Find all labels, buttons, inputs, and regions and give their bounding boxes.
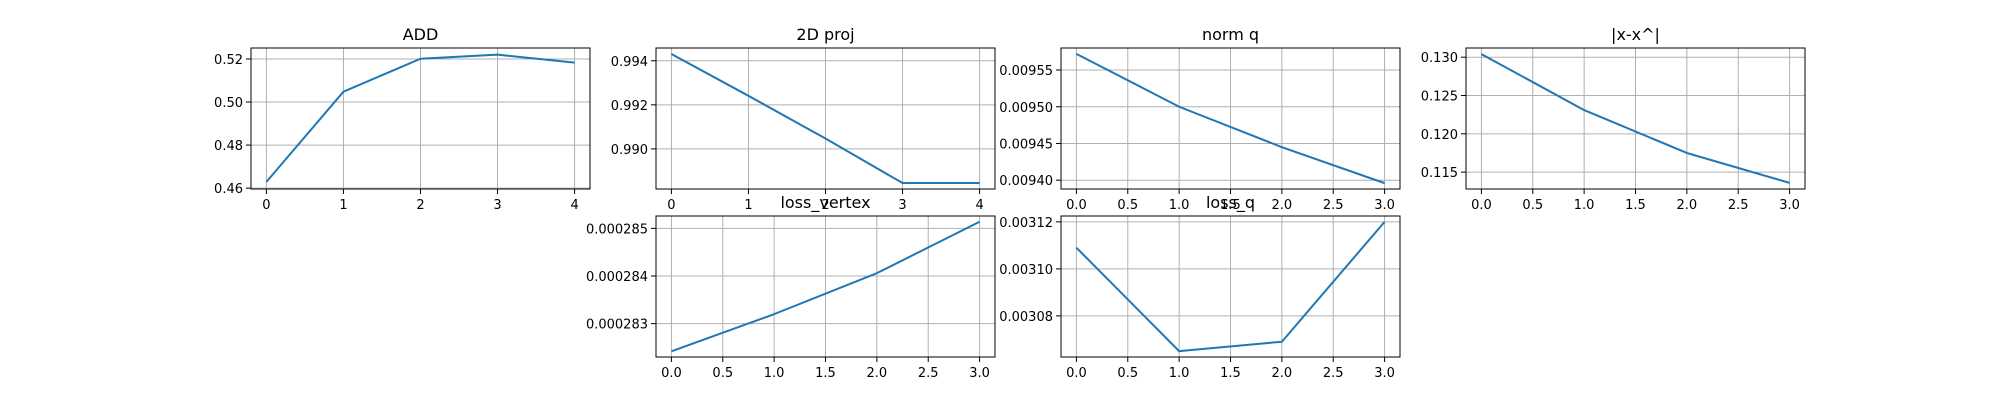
x-tick-label: 0.0 [1066,366,1087,381]
x-tick-label: 2.5 [918,366,939,381]
y-tick-label: 0.130 [1421,51,1458,66]
x-tick-label: 3.0 [1374,366,1395,381]
x-tick-label: 0.0 [1066,198,1087,213]
y-tick-label: 0.125 [1421,90,1458,105]
x-tick-label: 0 [262,198,270,213]
y-tick-label: 0.46 [214,182,243,197]
x-tick-label: 0 [667,198,675,213]
series-line [670,53,980,185]
subplot-title: norm q [1202,25,1259,44]
x-tick-label: 1.5 [1220,198,1241,213]
x-tick-label: 1.0 [1169,366,1190,381]
subplot-4: 0.0 0.5 1.0 1.5 2.0 2.5 3.0 0.115 0.120 0.125 0.13… [1421,47,1806,213]
y-tick-label: 0.990 [611,143,648,158]
x-tick-label: 4 [570,198,578,213]
x-tick-label: 1.0 [1574,198,1595,213]
x-tick-label: 2.5 [1323,366,1344,381]
x-tick-label: 3.0 [1374,198,1395,213]
x-tick-label: 1.0 [764,366,785,381]
series-line [1480,53,1790,184]
x-tick-label: 3 [493,198,501,213]
y-tick-label: 0.52 [214,53,243,68]
y-tick-label: 0.48 [214,139,243,154]
y-tick-label: 0.00940 [999,174,1053,189]
x-tick-label: 1 [339,198,347,213]
x-tick-label: 2.5 [1728,198,1749,213]
x-tick-label: 1.5 [815,366,836,381]
x-tick-label: 0.0 [661,366,682,381]
subplot-title: 2D proj [796,25,854,44]
y-tick-label: 0.00308 [999,310,1053,325]
x-tick-label: 2.0 [867,366,888,381]
x-tick-label: 3.0 [1779,198,1800,213]
x-tick-label: 2 [416,198,424,213]
x-tick-label: 2.0 [1272,198,1293,213]
x-tick-label: 0.5 [1117,366,1138,381]
x-tick-label: 3 [898,198,906,213]
subplot-5: 0.0 0.5 1.0 1.5 2.0 2.5 3.0 0.000283 0.000284 0.0… [586,215,996,381]
y-tick-label: 0.00950 [999,101,1053,116]
series-line [1075,52,1385,185]
subplot-title: loss_vertex [780,193,870,213]
x-tick-label: 0.5 [712,366,733,381]
x-tick-label: 0.0 [1471,198,1492,213]
y-tick-label: 0.00945 [999,137,1053,152]
subplot-3: 0.0 0.5 1.0 1.5 2.0 2.5 3.0 0.00940 0.00945 0.009… [999,47,1401,213]
subplot-2: 0 1 2 3 4 0.990 0.992 0.994 [611,47,996,213]
x-tick-label: 1 [744,198,752,213]
subplot-title: ADD [403,25,439,44]
y-tick-label: 0.120 [1421,128,1458,143]
y-tick-label: 0.000285 [586,222,648,237]
x-tick-label: 2.5 [1323,198,1344,213]
x-tick-label: 2.0 [1272,366,1293,381]
y-tick-label: 0.994 [611,55,648,70]
x-tick-label: 0.5 [1522,198,1543,213]
y-tick-label: 0.00955 [999,64,1053,79]
x-tick-label: 0.5 [1117,198,1138,213]
series-line [671,220,981,353]
series-line [1075,221,1386,353]
x-tick-label: 2.0 [1677,198,1698,213]
series-line [265,53,575,183]
x-tick-label: 2 [821,198,829,213]
subplot-title: |x-x^| [1611,25,1660,44]
x-tick-label: 1.5 [1625,198,1646,213]
y-tick-label: 0.00312 [999,216,1053,231]
y-tick-label: 0.000283 [586,318,648,333]
subplot-title: loss_q [1206,193,1255,213]
x-tick-label: 3.0 [969,366,990,381]
y-tick-label: 0.000284 [586,270,648,285]
subplot-1: 0 1 2 3 4 0.46 0.48 0.50 0.52 [214,47,591,213]
x-tick-label: 4 [975,198,983,213]
subplot-6: 0.0 0.5 1.0 1.5 2.0 2.5 3.0 0.00308 0.00310 0.003… [999,215,1401,381]
x-tick-label: 1.5 [1220,366,1241,381]
x-tick-label: 1.0 [1169,198,1190,213]
y-tick-label: 0.00310 [999,263,1053,278]
y-tick-label: 0.992 [611,99,648,114]
y-tick-label: 0.115 [1421,166,1458,181]
y-tick-label: 0.50 [214,96,243,111]
